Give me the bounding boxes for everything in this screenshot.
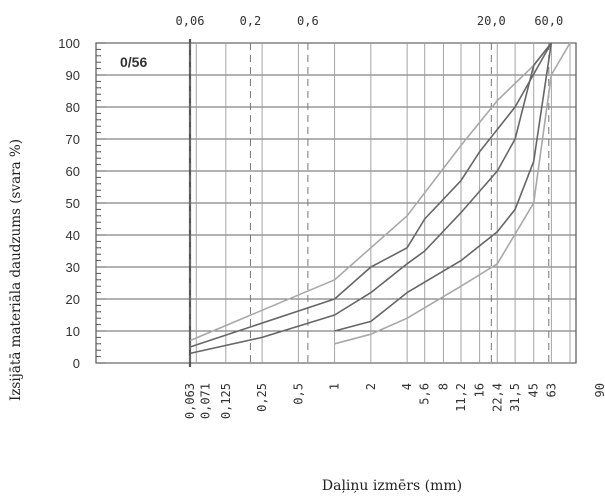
series-line-upper bbox=[189, 42, 552, 348]
top-tick-label: 0,06 bbox=[176, 14, 205, 28]
series-layer bbox=[189, 42, 571, 355]
x-tick-label: 45 bbox=[527, 383, 541, 397]
x-tick-label: 31,5 bbox=[508, 383, 522, 412]
y-tick-label: 60 bbox=[66, 164, 80, 179]
y-tick-label: 80 bbox=[66, 100, 80, 115]
y-tick-label: 50 bbox=[66, 196, 80, 211]
x-tick-label: 0,125 bbox=[219, 383, 233, 419]
y-tick-label: 90 bbox=[66, 68, 80, 83]
top-tick-label: 20,0 bbox=[477, 14, 506, 28]
x-tick-label: 0,25 bbox=[255, 383, 269, 412]
x-tick-label: 16 bbox=[473, 383, 487, 397]
x-tick-label: 90 bbox=[593, 383, 605, 397]
x-tick-label: 4 bbox=[400, 383, 414, 390]
x-tick-label: 11,2 bbox=[454, 383, 468, 412]
x-tick-label: 1 bbox=[328, 383, 342, 390]
x-tick-label: 8 bbox=[436, 383, 450, 390]
x-tick-label: 63 bbox=[544, 383, 558, 397]
top-tick-label: 0,2 bbox=[240, 14, 262, 28]
grid-lines bbox=[95, 39, 577, 367]
top-tick-label: 0,6 bbox=[297, 14, 319, 28]
x-tick-label: 22,4 bbox=[490, 383, 504, 412]
y-tick-labels: 0 10 20 30 40 50 60 70 80 90 100 bbox=[58, 36, 80, 371]
x-tick-label: 0,063 bbox=[183, 383, 197, 419]
series-line-lower bbox=[189, 42, 552, 355]
y-tick-label: 40 bbox=[66, 228, 80, 243]
series-line-outer-lower bbox=[334, 42, 571, 345]
x-tick-label: 2 bbox=[364, 383, 378, 390]
chart-label: 0/56 bbox=[120, 54, 147, 70]
y-tick-label: 70 bbox=[66, 132, 80, 147]
y-tick-label: 0 bbox=[73, 356, 80, 371]
series-line-bottom bbox=[334, 42, 553, 332]
y-tick-label: 20 bbox=[66, 292, 80, 307]
top-tick-label: 60,0 bbox=[534, 14, 563, 28]
x-tick-label: 0,5 bbox=[291, 383, 305, 405]
x-tick-label: 0,071 bbox=[198, 383, 212, 419]
top-tick-labels: 0,06 0,2 0,6 20,0 60,0 bbox=[176, 14, 564, 28]
y-axis-label: Izsijātā materiāla daudzums (svara %) bbox=[8, 139, 24, 401]
x-axis-label: Daļiņu izmērs (mm) bbox=[322, 478, 462, 494]
x-tick-labels: 0,063 0,071 0,125 0,25 0,5 1 2 4 5,6 8 11,2 16 22,4 3… bbox=[183, 383, 605, 419]
x-tick-label: 5,6 bbox=[418, 383, 432, 405]
y-tick-label: 10 bbox=[66, 324, 80, 339]
y-tick-label: 30 bbox=[66, 260, 80, 275]
y-tick-label: 100 bbox=[58, 36, 80, 51]
